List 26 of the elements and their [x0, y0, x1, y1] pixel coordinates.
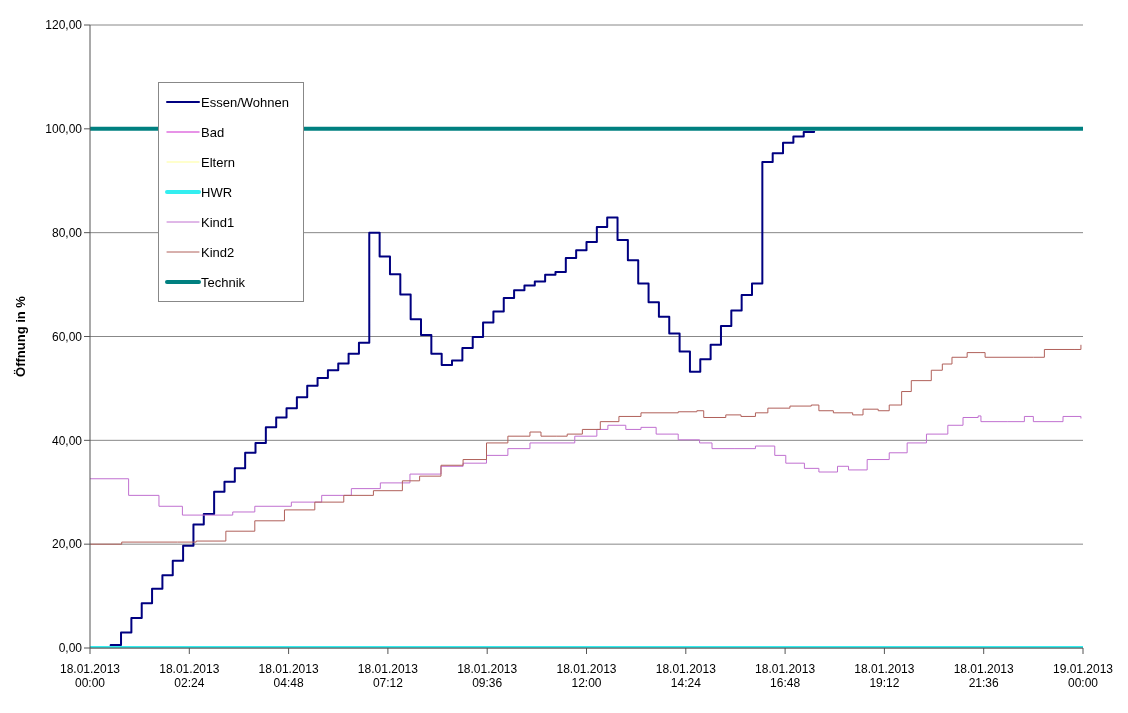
x-tick-label: 18.01.2013 19:12 [854, 661, 915, 691]
x-tick-label: 18.01.2013 00:00 [59, 661, 121, 691]
x-tick-label: 18.01.2013 14:24 [655, 661, 717, 691]
legend-label: Kind1 [201, 214, 235, 230]
y-axis-title: Öffnung in % [12, 295, 28, 377]
legend-label: Eltern [201, 154, 235, 170]
x-tick-label: 19.01.2013 00:00 [1052, 661, 1114, 691]
y-tick-label: 100,00 [45, 122, 83, 137]
x-tick-label: 18.01.2013 09:36 [457, 661, 518, 691]
x-tick-label: 18.01.2013 04:48 [258, 661, 319, 691]
y-tick-label: 120,00 [45, 18, 83, 33]
x-tick-label: 18.01.2013 07:12 [357, 661, 419, 691]
legend-label: Kind2 [201, 244, 235, 260]
y-tick-label: 0,00 [58, 641, 83, 656]
y-tick-label: 80,00 [51, 225, 83, 240]
x-tick-label: 18.01.2013 02:24 [159, 661, 220, 691]
x-tick-label: 18.01.2013 21:36 [953, 661, 1015, 691]
y-tick-label: 20,00 [51, 537, 83, 552]
x-tick-label: 18.01.2013 16:48 [755, 661, 816, 691]
legend-label: Technik [201, 274, 246, 290]
x-tick-label: 18.01.2013 12:00 [556, 661, 617, 691]
legend-label: Bad [201, 124, 225, 140]
y-tick-label: 60,00 [51, 329, 83, 344]
legend-label: Essen/Wohnen [201, 94, 289, 110]
legend-label: HWR [201, 184, 233, 200]
y-tick-label: 40,00 [51, 433, 83, 448]
